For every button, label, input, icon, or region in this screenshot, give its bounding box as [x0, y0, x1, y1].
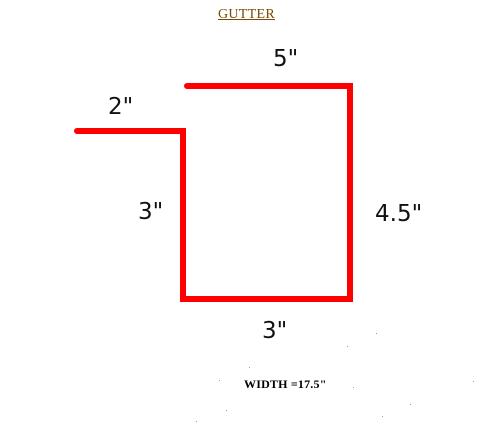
scan-speck: [226, 410, 227, 411]
dimension-label-right-side: 4.5": [375, 201, 423, 227]
gutter-profile-line: [74, 83, 353, 302]
scan-speck: [196, 421, 197, 422]
scan-speck: [376, 333, 377, 334]
dimension-label-bottom: 3": [262, 318, 288, 344]
dimension-label-left-side: 3": [138, 199, 164, 225]
scan-speck: [249, 367, 250, 368]
scan-speck: [347, 346, 348, 347]
dimension-label-top-flange: 2": [108, 94, 134, 120]
diagram-title: GUTTER: [217, 7, 275, 22]
scan-speck: [410, 404, 411, 405]
dimension-label-top: 5": [273, 46, 299, 72]
scan-speck: [382, 416, 383, 417]
scan-speck: [219, 380, 220, 381]
scan-speck: [473, 381, 474, 382]
scan-speck: [353, 387, 354, 388]
total-width-label: WIDTH =17.5": [244, 377, 327, 391]
